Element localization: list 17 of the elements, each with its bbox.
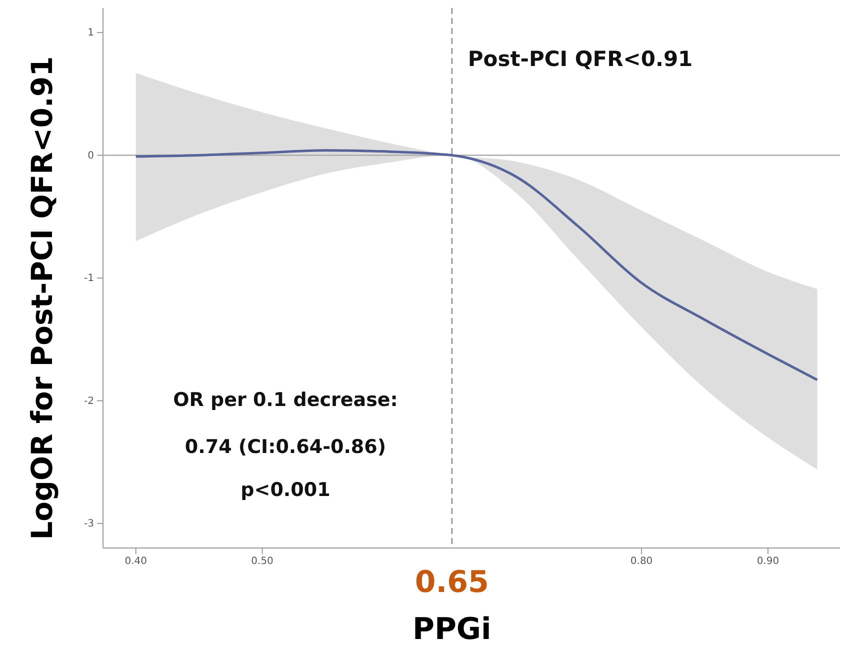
y-tick-label: -3	[84, 518, 94, 530]
x-axis-title: PPGi	[412, 612, 492, 647]
annotation: Post-PCI QFR<0.91	[468, 47, 693, 71]
y-tick-label: -2	[84, 396, 94, 407]
x-tick-label: 0.40	[124, 556, 147, 568]
line-series	[134, 149, 818, 382]
annotation: OR per 0.1 decrease:	[173, 389, 398, 411]
x-tick-label: 0.80	[630, 556, 653, 568]
annotation: 0.74 (CI:0.64-0.86)	[184, 436, 386, 458]
y-tick-label: 0	[88, 150, 94, 162]
y-axis-title: LogOR for Post-PCI QFR<0.91	[25, 56, 59, 540]
y-tick-label: -1	[84, 273, 94, 284]
x-tick-label: 0.90	[756, 556, 780, 568]
ref-line-label: 0.65	[414, 565, 489, 600]
y-tick-label: 1	[88, 28, 94, 39]
annotation: p<0.001	[240, 479, 330, 501]
x-tick-label: 0.50	[251, 556, 274, 568]
